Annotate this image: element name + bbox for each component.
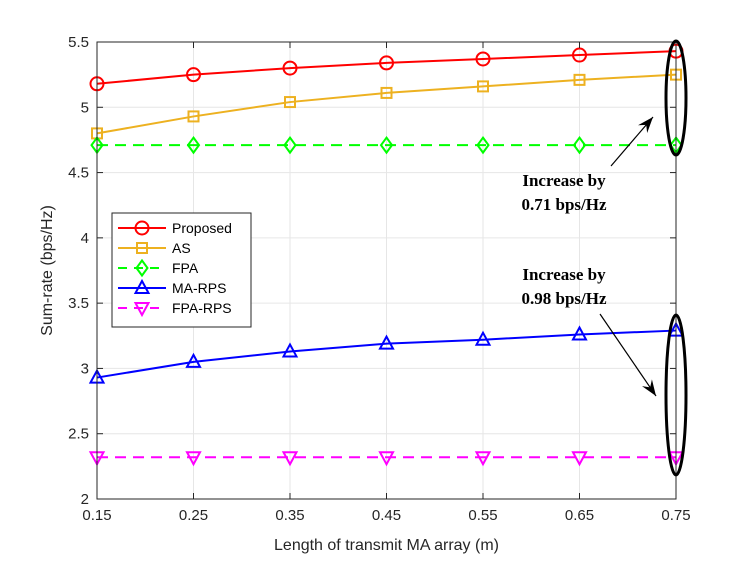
data-point-marker xyxy=(185,352,202,368)
data-point-marker xyxy=(474,451,492,467)
y-tick-label: 3.5 xyxy=(68,295,89,312)
data-point-marker xyxy=(378,334,395,350)
legend-marker xyxy=(134,220,150,236)
x-tick-label: 0.65 xyxy=(565,507,594,524)
highlight-ellipse xyxy=(664,313,688,477)
legend-marker xyxy=(133,278,151,294)
highlight-ellipse xyxy=(664,39,688,157)
data-point-marker xyxy=(474,330,492,346)
legend-label: AS xyxy=(172,240,191,256)
data-point-marker xyxy=(379,55,394,71)
data-point-marker xyxy=(572,47,587,63)
x-tick-label: 0.25 xyxy=(179,507,208,524)
tick-labels: 0.15 0.25 0.35 0.45 0.55 0.65 0.75 2 2.5 3 3.5 4 4.5… xyxy=(68,34,690,524)
annotation-arrow xyxy=(610,116,654,167)
y-tick-label: 2.5 xyxy=(68,426,89,443)
annotations: Increase by 0.71 bps/Hz Increase by 0.98 bp… xyxy=(521,39,688,477)
x-tick-label: 0.75 xyxy=(661,507,690,524)
x-tick-label: 0.45 xyxy=(372,507,401,524)
y-axis-label: Sum-rate (bps/Hz) xyxy=(39,205,56,336)
axes xyxy=(96,41,677,500)
legend-marker xyxy=(135,258,149,278)
legend-label: Proposed xyxy=(172,220,232,236)
x-tick-label: 0.55 xyxy=(468,507,497,524)
annotation-arrow xyxy=(599,313,657,397)
data-point-marker xyxy=(571,451,588,467)
legend-marker xyxy=(133,302,151,318)
data-point-marker xyxy=(477,80,489,93)
data-point-marker xyxy=(378,451,395,467)
x-tick-label: 0.15 xyxy=(82,507,111,524)
series-as xyxy=(91,68,682,140)
legend-label: FPA xyxy=(172,260,199,276)
series-group xyxy=(88,43,685,467)
data-point-marker xyxy=(283,135,297,155)
x-axis-label: Length of transmit MA array (m) xyxy=(274,537,499,554)
y-tick-label: 4.5 xyxy=(68,165,89,182)
data-point-marker xyxy=(572,135,587,155)
series-fpa-rps xyxy=(88,451,685,467)
legend-item-ma-rps: MA-RPS xyxy=(118,278,226,296)
annotation-text: Increase by xyxy=(522,265,606,284)
data-point-marker xyxy=(475,51,491,67)
arrow-shaft xyxy=(610,116,654,167)
legend-item-fpa-rps: FPA-RPS xyxy=(118,300,232,318)
legend-label: MA-RPS xyxy=(172,280,226,296)
data-point-marker xyxy=(282,60,298,76)
series-line xyxy=(96,329,677,379)
y-tick-label: 5 xyxy=(81,99,89,116)
series-line xyxy=(96,50,677,85)
data-point-marker xyxy=(281,342,299,358)
annotation-text: Increase by xyxy=(522,171,606,190)
y-tick-label: 3 xyxy=(81,360,89,377)
legend-item-as: AS xyxy=(118,240,191,256)
legend-item-proposed: Proposed xyxy=(118,220,232,236)
data-point-marker xyxy=(186,67,201,83)
data-point-marker xyxy=(187,110,200,123)
data-point-marker xyxy=(284,96,296,109)
arrow-head xyxy=(642,379,656,396)
legend: Proposed AS FPA MA-RPS FPA-RPS xyxy=(111,212,252,328)
y-tick-label: 5.5 xyxy=(68,34,89,51)
data-point-marker xyxy=(476,135,490,155)
data-point-marker xyxy=(281,451,299,467)
legend-label: FPA-RPS xyxy=(172,300,232,316)
data-point-marker xyxy=(571,325,588,341)
legend-item-fpa: FPA xyxy=(118,258,199,278)
arrow-shaft xyxy=(599,313,657,397)
data-point-marker xyxy=(379,135,394,155)
series-line xyxy=(96,73,677,135)
annotation-text: 0.98 bps/Hz xyxy=(521,289,606,308)
data-point-marker xyxy=(380,86,393,99)
y-tick-label: 4 xyxy=(81,230,89,247)
data-point-marker xyxy=(573,73,586,86)
arrow-head xyxy=(638,117,653,134)
annotation-text: 0.71 bps/Hz xyxy=(521,195,606,214)
x-tick-label: 0.35 xyxy=(275,507,304,524)
series-fpa xyxy=(90,135,683,155)
data-point-marker xyxy=(185,451,202,467)
data-point-marker xyxy=(186,135,201,155)
y-tick-label: 2 xyxy=(81,491,89,508)
legend-marker xyxy=(136,242,148,254)
